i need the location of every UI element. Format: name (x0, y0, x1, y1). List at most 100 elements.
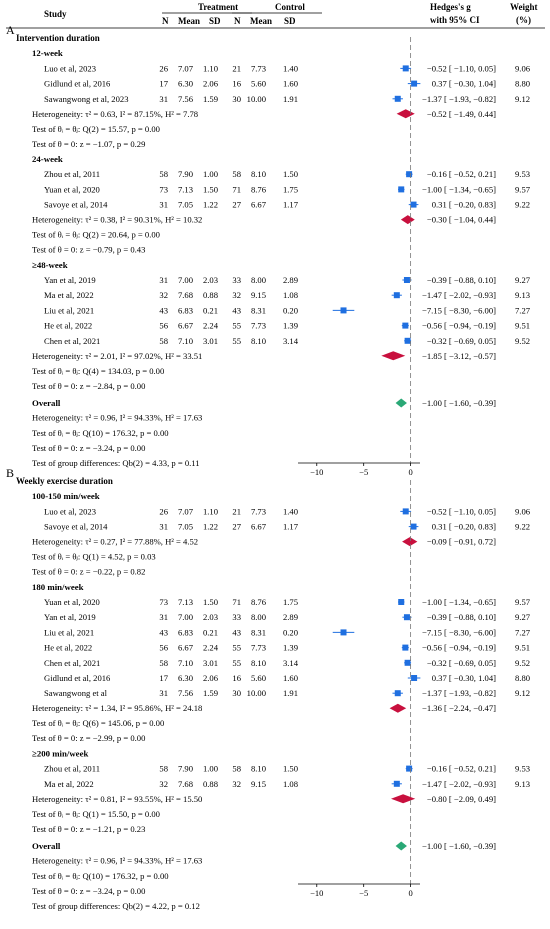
effect-marker (406, 171, 413, 178)
control-n: 16 (232, 673, 241, 683)
treatment-mean: 6.67 (178, 321, 194, 331)
heterogeneity-text: Heterogeneity: τ² = 2.01, I² = 97.02%, H… (32, 351, 202, 361)
header-weight-line2: (%) (516, 15, 531, 25)
study-row: Sawangwong et al 31 7.56 1.59 30 10.00 1.91 −1.… (44, 688, 530, 698)
effect-ci-text: −1.47 [ −2.02, −0.93] (422, 290, 496, 300)
subgroup-diamond (389, 703, 407, 713)
treatment-n: 31 (159, 94, 168, 104)
study-name: He et al, 2022 (44, 321, 92, 331)
weight-value: 9.27 (515, 612, 531, 622)
treatment-n: 58 (159, 764, 168, 774)
treatment-n: 73 (159, 184, 168, 194)
subgroup-ci-text: −1.85 [ −3.12, −0.57] (422, 351, 496, 361)
treatment-mean: 7.56 (178, 688, 194, 698)
control-mean: 8.10 (251, 764, 266, 774)
header-control: Control (275, 2, 305, 12)
header-mean-treatment: Mean (178, 16, 200, 26)
control-n: 55 (232, 336, 241, 346)
x-axis: −10 −5 0 (298, 462, 420, 477)
effect-ci-text: −0.52 [ −1.10, 0.05] (427, 506, 496, 516)
study-row: Zhou et al, 2011 58 7.90 1.00 58 8.10 1.50 −0.1… (44, 169, 530, 179)
weight-value: 7.27 (515, 305, 531, 315)
treatment-n: 43 (159, 305, 168, 315)
treatment-sd: 1.50 (203, 184, 218, 194)
control-mean: 6.67 (251, 200, 267, 210)
x-tick-label: −10 (310, 467, 323, 477)
treatment-sd: 0.88 (203, 290, 218, 300)
treatment-sd: 1.22 (203, 522, 218, 532)
overall-heterogeneity-text: Heterogeneity: τ² = 0.96, I² = 94.33%, H… (32, 856, 202, 866)
treatment-n: 32 (159, 290, 168, 300)
treatment-mean: 7.13 (178, 597, 193, 607)
test-statistic-text: Test of θ = 0: z = −3.24, p = 0.00 (32, 443, 145, 453)
control-sd: 1.08 (283, 779, 298, 789)
header-treatment: Treatment (198, 2, 238, 12)
study-name: Gidlund et al, 2016 (44, 673, 111, 683)
study-row: Liu et al, 2021 43 6.83 0.21 43 8.31 0.20 −7.15… (44, 627, 531, 637)
study-row: Chen et al, 2021 58 7.10 3.01 55 8.10 3.14 −0.3… (44, 658, 530, 668)
weight-value: 9.53 (515, 764, 530, 774)
treatment-mean: 7.56 (178, 94, 194, 104)
effect-ci-text: −0.56 [ −0.94, −0.19] (422, 321, 496, 331)
study-row: Luo et al, 2023 26 7.07 1.10 21 7.73 1.40 −0.52… (44, 63, 531, 73)
treatment-sd: 1.10 (203, 506, 218, 516)
study-name: Sawangwong et al (44, 688, 108, 698)
treatment-mean: 6.67 (178, 643, 194, 653)
effect-ci-text: −0.52 [ −1.10, 0.05] (427, 63, 496, 73)
effect-ci-text: 0.31 [ −0.20, 0.83] (432, 522, 496, 532)
header-n-control: N (234, 16, 241, 26)
x-tick-label: −5 (359, 888, 368, 898)
study-name: Luo et al, 2023 (44, 506, 96, 516)
control-sd: 1.91 (283, 688, 298, 698)
control-mean: 9.15 (251, 779, 266, 789)
study-row: Yuan et al, 2020 73 7.13 1.50 71 8.76 1.75 −1.0… (44, 597, 531, 607)
subgroup-title: 24-week (32, 154, 63, 164)
header-study: Study (44, 9, 67, 19)
effect-ci-text: −0.16 [ −0.52, 0.21] (427, 764, 496, 774)
effect-marker (410, 201, 417, 208)
effect-marker (394, 690, 401, 697)
effect-marker (411, 80, 418, 87)
control-n: 16 (232, 79, 241, 89)
effect-marker (402, 65, 409, 72)
control-mean: 5.60 (251, 673, 266, 683)
control-n: 27 (232, 200, 241, 210)
heterogeneity-text: Heterogeneity: τ² = 1.34, I² = 95.86%, H… (32, 703, 202, 713)
treatment-n: 26 (159, 63, 168, 73)
weight-value: 9.13 (515, 779, 530, 789)
treatment-mean: 7.68 (178, 779, 193, 789)
treatment-sd: 2.24 (203, 643, 219, 653)
control-n: 55 (232, 321, 241, 331)
control-mean: 7.73 (251, 63, 266, 73)
control-mean: 8.31 (251, 627, 266, 637)
treatment-mean: 7.05 (178, 522, 193, 532)
control-n: 30 (232, 688, 241, 698)
treatment-mean: 6.83 (178, 627, 193, 637)
control-sd: 1.39 (283, 643, 298, 653)
effect-marker (393, 780, 400, 787)
control-sd: 1.60 (283, 673, 298, 683)
heterogeneity-text: Heterogeneity: τ² = 0.38, I² = 90.31%, H… (32, 215, 202, 225)
treatment-mean: 7.00 (178, 275, 193, 285)
x-tick-label: 0 (408, 888, 412, 898)
treatment-sd: 1.22 (203, 200, 218, 210)
study-row: Zhou et al, 2011 58 7.90 1.00 58 8.10 1.50 −0.1… (44, 764, 530, 774)
treatment-n: 26 (159, 506, 168, 516)
control-n: 58 (232, 764, 241, 774)
treatment-mean: 7.90 (178, 169, 193, 179)
control-mean: 7.73 (251, 506, 266, 516)
study-row: Gidlund et al, 2016 17 6.30 2.06 16 5.60 1.60 0… (44, 79, 530, 89)
control-n: 32 (232, 779, 241, 789)
control-sd: 0.20 (283, 305, 298, 315)
test-statistic-text: Test of θᵢ = θⱼ: Q(2) = 20.64, p = 0.00 (32, 230, 160, 240)
treatment-n: 56 (159, 643, 168, 653)
treatment-sd: 2.03 (203, 612, 218, 622)
effect-ci-text: −1.37 [ −1.93, −0.82] (422, 94, 496, 104)
subgroup-title: ≥48-week (32, 260, 68, 270)
effect-ci-text: −1.00 [ −1.34, −0.65] (422, 184, 496, 194)
study-row: Sawangwong et al, 2023 31 7.56 1.59 30 10.00 1… (44, 94, 530, 104)
study-name: Savoye et al, 2014 (44, 200, 108, 210)
overall-diamond (395, 398, 407, 408)
treatment-sd: 1.50 (203, 597, 218, 607)
test-statistic-text: Test of θ = 0: z = −0.22, p = 0.82 (32, 567, 145, 577)
